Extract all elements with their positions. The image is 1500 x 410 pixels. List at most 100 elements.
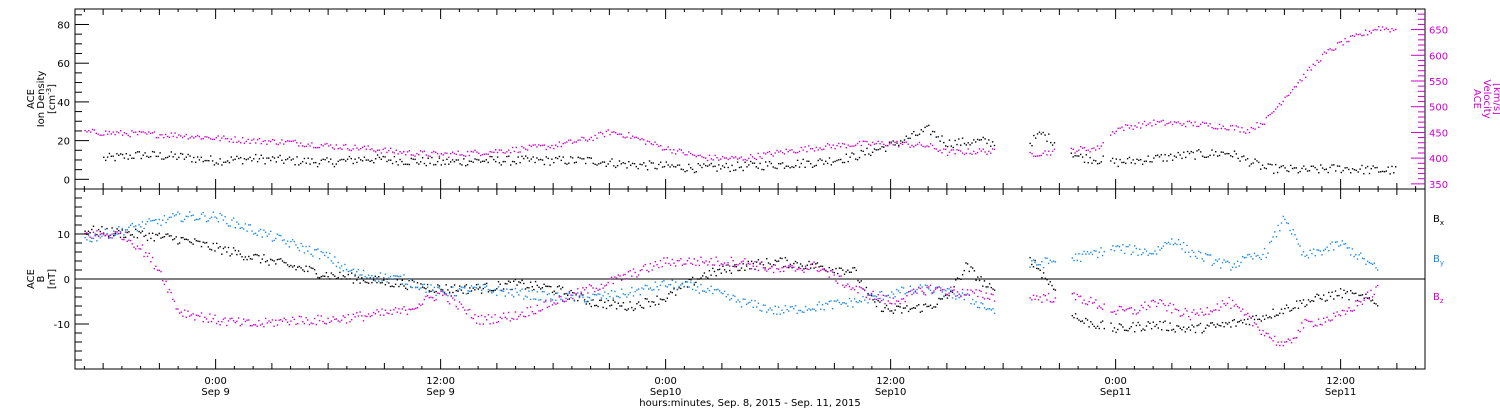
density-point [697,163,699,165]
bx-point [1117,328,1119,331]
by-point [1130,253,1132,256]
by-point [864,299,866,301]
density-point [1383,171,1386,173]
by-point [165,221,167,224]
bz-point [1135,313,1138,315]
velocity-point [210,138,212,140]
density-point [601,161,604,163]
by-point [1351,248,1354,250]
density-point [1340,171,1342,174]
density-point [118,154,120,156]
bz-point [897,300,900,302]
density-point [920,129,922,131]
velocity-point [468,154,471,157]
bx-point [951,291,954,293]
bz-point [978,289,981,292]
by-point [567,293,569,295]
by-point [1118,246,1121,248]
velocity-point [935,148,937,150]
bz-point [1341,309,1343,312]
density-point [555,157,557,159]
density-point [1078,155,1080,157]
density-point [637,167,639,170]
density-point [1228,153,1230,155]
velocity-point [765,153,767,155]
bx-point [1154,325,1156,328]
density-point [1186,150,1189,153]
bx-point [703,272,706,274]
by-point [928,288,930,290]
density-point [493,158,495,161]
bz-point [237,317,240,319]
by-point [371,275,373,277]
bx-point [119,236,122,239]
bx-point [1272,308,1274,310]
by-point [1216,260,1219,262]
bx-point [1039,269,1041,271]
velocity-point [975,153,977,155]
velocity-point [1235,125,1237,127]
bx-point [720,272,722,274]
velocity-point [673,149,675,151]
velocity-point [168,136,171,138]
velocity-point [103,134,105,136]
velocity-point [221,137,223,139]
velocity-point [770,153,772,155]
by-point [305,245,307,248]
by-point [717,288,719,290]
bz-point [280,319,282,321]
velocity-point [877,140,879,143]
velocity-point [654,141,656,143]
by-point [732,294,734,297]
bz-point [843,286,846,288]
velocity-point [1258,126,1260,128]
velocity-point [915,144,917,147]
density-point [446,158,448,160]
bx-point [612,299,614,301]
bx-point [101,226,103,228]
density-point [810,163,812,165]
bz-point [1323,317,1325,319]
bz-point [958,293,960,295]
density-point [1263,167,1266,169]
bz-point [405,309,407,311]
by-point [624,294,626,296]
bx-point [764,267,766,269]
bz-point [160,270,162,273]
density-point [309,163,311,165]
velocity-point [1305,76,1307,78]
density-tick-label: 20 [57,137,70,148]
bx-point [491,290,493,292]
by-point [513,296,515,298]
bz-point [1155,305,1158,308]
velocity-point [1380,29,1382,32]
bz-point [447,301,449,303]
by-point [1122,244,1124,246]
by-point [1091,253,1094,256]
bz-point [141,244,144,246]
density-point [1053,142,1056,144]
velocity-point [611,131,613,133]
density-point [663,165,666,168]
bz-point [367,313,370,315]
density-point [223,161,225,163]
bx-point [162,236,164,239]
velocity-point [1383,28,1386,31]
by-point [842,302,844,304]
by-point [1037,264,1040,266]
by-point [966,293,969,295]
density-point [1042,131,1044,134]
bx-point [308,265,311,268]
by-point [533,298,535,300]
bz-point [401,308,403,310]
by-point [172,213,174,215]
density-tick-label: 0 [64,175,70,186]
density-point [1126,158,1129,160]
bz-point [1093,301,1095,304]
by-point [511,294,513,296]
bz-point [472,317,474,320]
by-point [1080,260,1082,263]
velocity-point [148,131,150,133]
by-point [298,249,301,252]
by-point [1090,251,1092,254]
